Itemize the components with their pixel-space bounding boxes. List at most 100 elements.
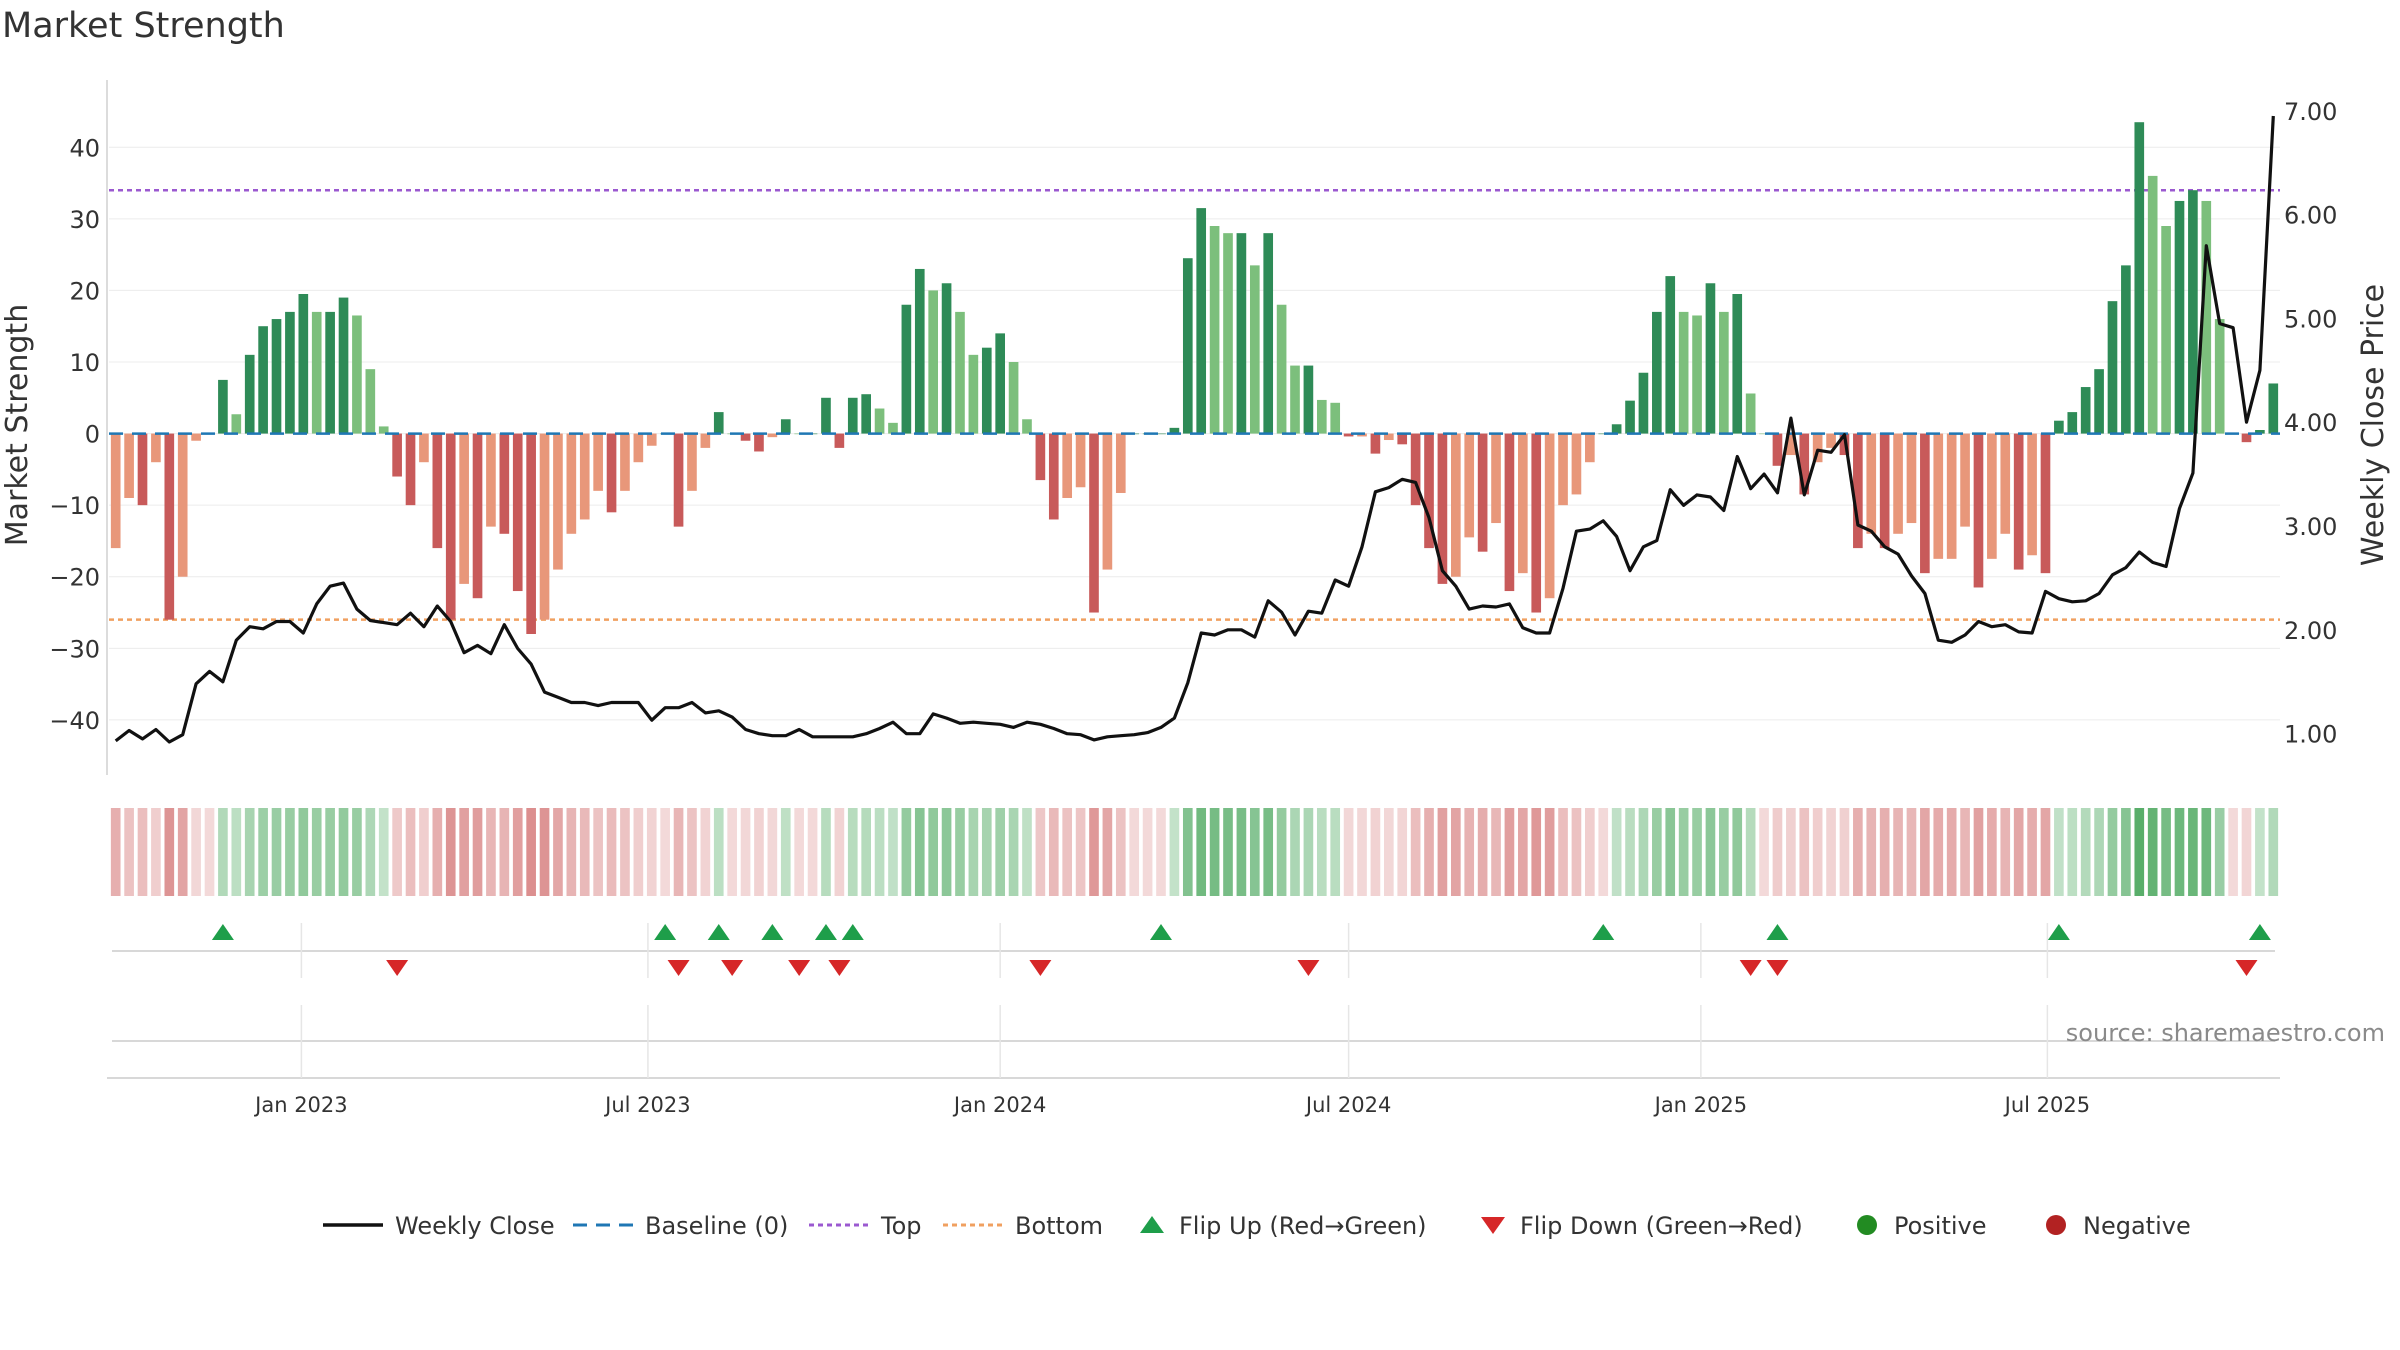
strength-bar: [499, 433, 510, 534]
strip-cell: [1383, 808, 1394, 896]
strip-cell: [1450, 808, 1461, 896]
x-tick-label: Jul 2024: [1304, 1093, 1391, 1117]
strip-cell: [1611, 808, 1622, 896]
strip-cell: [285, 808, 295, 896]
strip-cell: [526, 808, 536, 896]
strength-bar: [606, 433, 617, 513]
strip-cell: [499, 808, 510, 896]
strength-bar: [914, 268, 925, 434]
strip-cell: [365, 808, 376, 896]
strip-cell: [1960, 808, 1970, 896]
strip-cell: [1987, 808, 1997, 896]
strength-bar: [1491, 433, 1501, 524]
legend-label: Baseline (0): [645, 1212, 788, 1240]
strength-bar: [1424, 433, 1434, 549]
strip-cell: [1223, 808, 1233, 896]
strip-cell: [1263, 808, 1274, 896]
strength-bar: [1893, 433, 1903, 534]
strength-bar: [486, 433, 496, 527]
strip-cell: [405, 808, 416, 896]
strength-bar: [687, 433, 697, 491]
strip-cell: [325, 808, 335, 896]
strength-bar: [553, 433, 563, 570]
strip-cell: [727, 808, 737, 896]
strip-cell: [914, 808, 925, 896]
strip-cell: [231, 808, 242, 896]
strength-bar: [2255, 430, 2265, 434]
strength-bar: [1450, 433, 1461, 577]
strip-cell: [1786, 808, 1796, 896]
strip-cell: [1249, 808, 1260, 896]
strip-cell: [177, 808, 188, 896]
strength-bar: [566, 433, 577, 534]
strip-cell: [2027, 808, 2037, 896]
strip-cell: [298, 808, 309, 896]
flip-up-marker: [211, 924, 234, 940]
strip-cell: [553, 808, 563, 896]
strip-cell: [1209, 808, 1220, 896]
strip-cell: [1853, 808, 1863, 896]
reference-lines: [109, 188, 2280, 621]
strength-bar: [1853, 433, 1863, 549]
strip-cell: [1518, 808, 1528, 896]
strip-cell: [740, 808, 751, 896]
flip-up-marker: [654, 924, 677, 940]
legend-dot-icon: [1857, 1215, 1877, 1235]
strip-cell: [1330, 808, 1341, 896]
strength-bar: [1196, 208, 1207, 434]
left-tick-label: −20: [49, 564, 100, 592]
strip-cell: [1276, 808, 1287, 896]
strip-cell: [1973, 808, 1984, 896]
flip-down-marker: [721, 960, 744, 976]
strip-cell: [244, 808, 255, 896]
left-tick-label: −40: [49, 707, 100, 735]
right-tick-label: 2.00: [2284, 617, 2337, 645]
strength-bar: [285, 311, 295, 434]
strip-cell: [995, 808, 1006, 896]
strength-bar: [338, 297, 349, 434]
strength-bar: [1303, 365, 1314, 434]
strip-cell: [512, 808, 523, 896]
strip-cell: [1906, 808, 1917, 896]
strip-cell: [1799, 808, 1810, 896]
strength-bar: [432, 433, 443, 549]
legend-label: Flip Down (Green→Red): [1520, 1212, 1803, 1240]
strength-bar: [137, 433, 148, 506]
strip-cell: [1424, 808, 1434, 896]
right-tick-label: 6.00: [2284, 202, 2337, 230]
strength-bar: [2040, 433, 2051, 574]
strength-bar: [1236, 233, 1247, 434]
strip-cell: [1692, 808, 1702, 896]
legend-label: Bottom: [1015, 1212, 1103, 1240]
strength-bar: [325, 311, 335, 434]
strip-cell: [566, 808, 577, 896]
strength-bar: [445, 433, 456, 620]
strip-cell: [1156, 808, 1166, 896]
strip-cell: [218, 808, 228, 896]
strength-bar: [888, 422, 898, 434]
strength-bar: [526, 433, 536, 634]
flip-down-marker: [828, 960, 851, 976]
flip-down-marker: [1297, 960, 1320, 976]
strength-bar: [2161, 226, 2171, 434]
strength-bar: [1692, 315, 1702, 434]
strength-bar: [780, 419, 791, 434]
close-line-layer: [114, 115, 2275, 744]
strip-cell: [673, 808, 684, 896]
strip-cell: [620, 808, 630, 896]
strip-cell: [1115, 808, 1126, 896]
strength-bar: [1812, 433, 1823, 463]
left-tick-label: 30: [69, 206, 100, 234]
strength-bar: [1558, 433, 1568, 506]
strength-bar: [1625, 400, 1635, 434]
left-tick-label: 40: [69, 134, 100, 162]
strength-bar: [2268, 383, 2279, 434]
strength-bar: [673, 433, 684, 527]
x-tick-label: Jan 2024: [952, 1093, 1047, 1117]
right-tick-label: 4.00: [2284, 409, 2337, 437]
flip-up-marker: [1149, 924, 1172, 940]
legend-item: Flip Down (Green→Red): [1481, 1212, 1803, 1240]
strength-bar: [218, 379, 228, 434]
strip-cell: [110, 808, 121, 896]
strength-bar: [2214, 319, 2225, 434]
